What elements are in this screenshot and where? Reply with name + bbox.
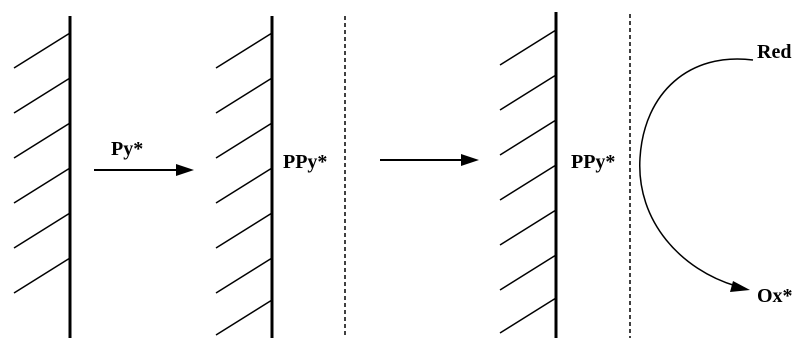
electrode-hatching-2 bbox=[215, 32, 273, 336]
electrode-hatching-3 bbox=[499, 29, 557, 334]
polymerization-step: Py* bbox=[94, 138, 194, 176]
electrode-stage-3: PPy* Red Ox* bbox=[499, 12, 793, 338]
electrode-stage-1 bbox=[13, 16, 72, 338]
polymer-film-label-2: PPy* bbox=[283, 151, 327, 173]
oxidized-species-label: Ox* bbox=[757, 285, 793, 307]
monomer-label: Py* bbox=[111, 138, 143, 160]
redox-curved-arrow bbox=[639, 58, 754, 292]
reaction-arrow-1 bbox=[94, 164, 194, 176]
reduced-species-label: Red bbox=[757, 41, 791, 63]
polymer-film-label-3: PPy* bbox=[571, 151, 615, 173]
electrode-hatching-1 bbox=[13, 32, 71, 294]
reaction-arrow-2 bbox=[380, 154, 479, 166]
electrode-stage-2: PPy* bbox=[215, 16, 346, 338]
